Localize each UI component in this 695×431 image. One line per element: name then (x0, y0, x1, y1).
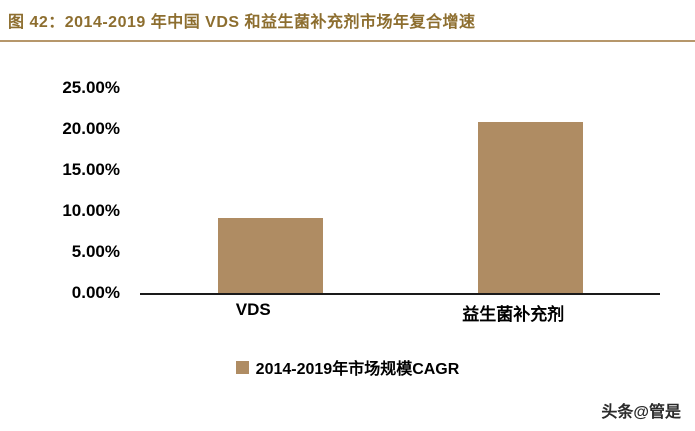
y-axis-tick-label: 0.00% (71, 283, 120, 302)
y-axis-tick-label: 10.00% (62, 201, 120, 220)
bar-probiotic-supplements (477, 121, 583, 293)
bar-chart-plot-area (140, 88, 660, 295)
x-axis-labels: VDS 益生菌补充剂 (140, 300, 660, 325)
watermark-text: 头条@管是 (601, 404, 681, 421)
y-axis-tick-label: 5.00% (71, 242, 120, 261)
chart-legend: 2014-2019年市场规模CAGR (0, 355, 695, 379)
legend-label: 2014-2019年市场规模CAGR (255, 361, 460, 378)
y-axis-tick-label: 20.00% (62, 119, 120, 138)
legend-color-swatch (235, 360, 249, 374)
x-axis-category-label: 益生菌补充剂 (462, 305, 565, 324)
title-divider-line (0, 40, 695, 42)
y-axis-tick-label: 15.00% (62, 160, 120, 179)
chart-title: 图 42：2014-2019 年中国 VDS 和益生菌补充剂市场年复合增速 (8, 14, 476, 31)
x-axis-category-label: VDS (235, 300, 271, 319)
y-axis-tick-label: 25.00% (62, 78, 120, 97)
bar-vds (217, 218, 323, 293)
